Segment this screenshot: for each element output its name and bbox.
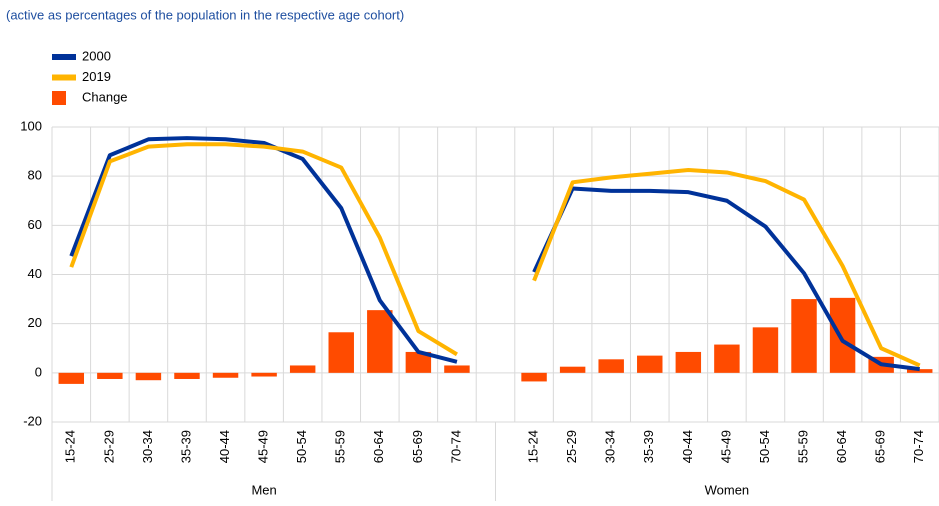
x-tick-label: 60-64	[834, 430, 849, 463]
legend-label: Change	[82, 89, 128, 104]
legend-swatch	[52, 91, 66, 105]
x-tick-label: 15-24	[526, 430, 541, 463]
bar	[174, 372, 200, 379]
y-tick-label: 80	[28, 168, 42, 183]
x-tick-label: 30-34	[603, 430, 618, 463]
y-tick-label: 0	[35, 364, 42, 379]
bar	[637, 355, 663, 373]
bar	[752, 327, 779, 373]
x-tick-label: 50-54	[757, 430, 772, 463]
legend-label: 2000	[82, 48, 111, 63]
chart-subtitle: (active as percentages of the population…	[6, 7, 404, 22]
line	[69, 136, 920, 372]
bar	[675, 351, 702, 373]
line	[69, 142, 921, 368]
bar	[212, 372, 239, 378]
bar	[714, 344, 740, 373]
y-tick-label: -20	[23, 413, 42, 428]
x-tick-label: 65-69	[873, 430, 888, 463]
x-tick-label: 60-64	[371, 430, 386, 463]
bar	[289, 365, 316, 373]
x-tick-label: 65-69	[410, 430, 425, 463]
x-tick-label: 15-24	[63, 430, 78, 463]
y-tick-label: 100	[20, 118, 42, 133]
x-tick-label: 45-49	[256, 430, 271, 463]
y-tick-label: 40	[28, 266, 42, 281]
bar	[598, 359, 624, 373]
bar	[97, 372, 123, 379]
bar	[829, 297, 856, 373]
x-tick-label: 40-44	[680, 430, 695, 463]
group-label: Women	[705, 482, 750, 497]
bar	[328, 332, 354, 373]
bar	[367, 310, 393, 373]
x-tick-label: 35-39	[641, 430, 656, 463]
x-tick-label: 50-54	[294, 430, 309, 463]
x-tick-label: 35-39	[178, 430, 193, 463]
bar	[559, 366, 586, 373]
bar	[906, 369, 933, 373]
x-tick-label: 25-29	[564, 430, 579, 463]
bar	[135, 372, 162, 381]
x-tick-label: 30-34	[140, 430, 155, 463]
bar	[405, 351, 432, 373]
y-tick-label: 60	[28, 217, 42, 232]
x-tick-label: 45-49	[718, 430, 733, 463]
bar	[444, 365, 470, 373]
legend-swatch	[52, 54, 76, 60]
x-tick-label: 55-59	[795, 430, 810, 463]
legend-label: 2019	[82, 69, 111, 84]
x-tick-label: 70-74	[448, 430, 463, 463]
x-tick-label: 25-29	[101, 430, 116, 463]
bar	[58, 372, 85, 384]
y-tick-label: 20	[28, 315, 42, 330]
bar	[521, 372, 547, 382]
x-tick-label: 70-74	[911, 430, 926, 463]
bar	[251, 372, 277, 377]
bar	[791, 299, 817, 373]
x-tick-label: 40-44	[217, 430, 232, 463]
group-label: Men	[251, 482, 276, 497]
x-tick-label: 55-59	[333, 430, 348, 463]
legend-swatch	[52, 74, 76, 81]
